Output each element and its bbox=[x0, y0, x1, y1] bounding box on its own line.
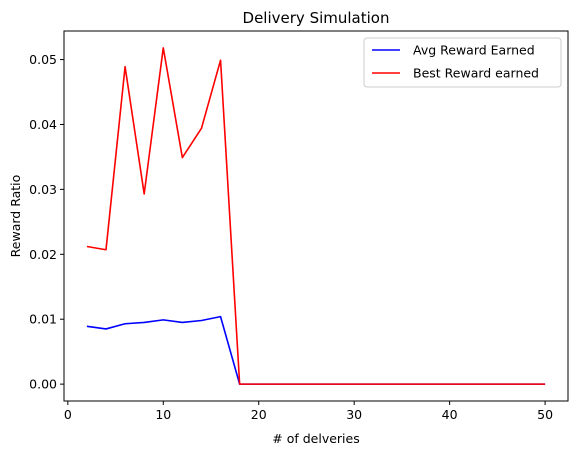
y-tick-label: 0.04 bbox=[29, 117, 57, 132]
series-line-best-reward bbox=[86, 47, 546, 385]
series-line-avg-reward bbox=[86, 315, 546, 385]
chart-title: Delivery Simulation bbox=[243, 9, 390, 27]
plot-series bbox=[86, 47, 546, 385]
x-tick-label: 30 bbox=[346, 407, 362, 422]
x-axis-label: # of delveries bbox=[272, 431, 359, 446]
y-tick-label: 0.02 bbox=[29, 247, 57, 262]
legend-label-avg: Avg Reward Earned bbox=[413, 43, 535, 58]
x-tick-label: 40 bbox=[442, 407, 458, 422]
y-tick-label: 0.03 bbox=[29, 182, 57, 197]
x-tick-label: 0 bbox=[64, 407, 72, 422]
x-tick-label: 50 bbox=[537, 407, 553, 422]
legend-label-best: Best Reward earned bbox=[413, 66, 539, 81]
legend: Avg Reward Earned Best Reward earned bbox=[363, 37, 562, 88]
y-axis-label: Reward Ratio bbox=[8, 175, 23, 258]
x-tick-label: 10 bbox=[155, 407, 171, 422]
axis-ticks: 0 10 20 30 40 50 0.00 0.01 0.02 0.03 0.04 0.05 bbox=[29, 52, 553, 422]
y-tick-label: 0.05 bbox=[29, 52, 57, 67]
y-tick-label: 0.01 bbox=[29, 312, 57, 327]
plot-frame bbox=[63, 30, 569, 402]
legend-box bbox=[363, 37, 562, 88]
y-tick-label: 0.00 bbox=[29, 377, 57, 392]
x-tick-label: 20 bbox=[251, 407, 267, 422]
